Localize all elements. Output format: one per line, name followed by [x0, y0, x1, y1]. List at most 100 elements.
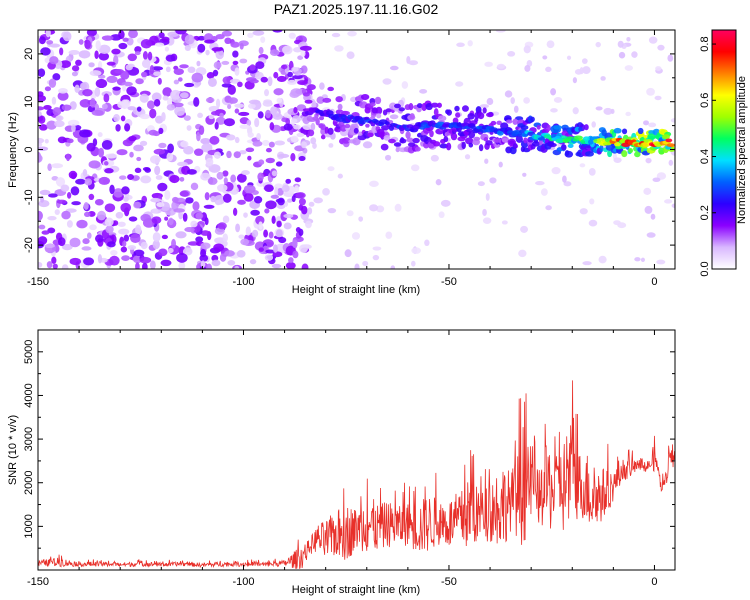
- heatmap-cell: [302, 124, 313, 130]
- heatmap-cell: [146, 100, 155, 110]
- heatmap-cell: [168, 217, 174, 226]
- heatmap-cell: [600, 76, 606, 81]
- heatmap-cell: [193, 148, 204, 156]
- x-tick-label: -150: [27, 276, 49, 288]
- heatmap-cell: [82, 238, 90, 245]
- heatmap-cell: [545, 205, 552, 211]
- heatmap-cell: [113, 188, 124, 198]
- heatmap-cell: [209, 135, 220, 145]
- heatmap-cell: [433, 141, 441, 147]
- heatmap-cell: [523, 97, 530, 104]
- heatmap-cell: [572, 77, 578, 84]
- heatmap-cell: [524, 65, 531, 72]
- heatmap-cell: [46, 120, 57, 130]
- heatmap-cell: [316, 96, 325, 104]
- heatmap-cell: [109, 184, 115, 195]
- heatmap-cell: [670, 118, 675, 123]
- heatmap-cell: [489, 177, 497, 184]
- heatmap-cell: [52, 107, 62, 116]
- heatmap-cell: [160, 259, 172, 267]
- heatmap-cell: [617, 40, 624, 48]
- heatmap-cell: [164, 216, 169, 221]
- heatmap-cell: [48, 78, 57, 88]
- heatmap-cell: [299, 45, 312, 51]
- heatmap-cell: [320, 124, 327, 131]
- heatmap-cell: [150, 197, 161, 203]
- heatmap-cell: [461, 141, 466, 150]
- heatmap-cell: [127, 106, 136, 111]
- heatmap-cell: [239, 124, 250, 129]
- heatmap-cell: [561, 144, 567, 151]
- heatmap-cell: [223, 118, 236, 127]
- heatmap-cell: [297, 55, 304, 60]
- heatmap-cell: [232, 50, 239, 58]
- heatmap-cell: [337, 103, 343, 111]
- heatmap-cell: [272, 244, 278, 253]
- colorbar-tick-label: 0.0: [699, 261, 711, 276]
- heatmap-cell: [133, 144, 144, 152]
- spectrogram-y-ticks: -20 -10 0 10 20: [23, 29, 675, 270]
- heatmap-cell: [265, 109, 272, 119]
- heatmap-cell: [276, 75, 287, 82]
- heatmap-cell: [288, 257, 294, 264]
- heatmap-cell: [223, 177, 228, 185]
- heatmap-cell: [439, 143, 449, 149]
- heatmap-cell: [553, 97, 563, 103]
- heatmap-cell: [129, 151, 134, 158]
- heatmap-cell: [254, 117, 260, 128]
- heatmap-cell: [603, 107, 613, 115]
- heatmap-cell: [142, 262, 148, 269]
- heatmap-cell: [312, 142, 317, 149]
- heatmap-cell: [288, 32, 296, 39]
- heatmap-cell: [563, 181, 572, 187]
- heatmap-cell: [197, 43, 206, 53]
- heatmap-cell: [148, 129, 158, 136]
- heatmap-cell: [277, 197, 285, 206]
- heatmap-cell: [285, 261, 296, 269]
- heatmap-cell: [268, 141, 275, 148]
- heatmap-cell: [38, 94, 46, 102]
- heatmap-cell: [505, 119, 513, 124]
- heatmap-cell: [610, 108, 615, 115]
- heatmap-cell: [414, 146, 421, 152]
- heatmap-cell: [222, 193, 232, 203]
- heatmap-cell: [133, 201, 142, 209]
- heatmap-cell: [158, 142, 167, 149]
- heatmap-cell: [222, 170, 229, 177]
- heatmap-cell: [89, 70, 102, 77]
- heatmap-cell: [127, 53, 138, 62]
- heatmap-cell: [182, 212, 188, 222]
- heatmap-cell: [112, 86, 121, 91]
- heatmap-cell: [230, 41, 240, 48]
- heatmap-cell: [384, 154, 392, 161]
- heatmap-cell: [296, 132, 305, 138]
- heatmap-cell: [161, 234, 168, 240]
- heatmap-cell: [123, 234, 130, 242]
- heatmap-cell: [295, 227, 301, 233]
- heatmap-cell: [38, 110, 42, 117]
- heatmap-cell: [117, 221, 126, 227]
- heatmap-cell: [180, 140, 189, 148]
- heatmap-cell: [61, 243, 73, 251]
- heatmap-cell: [232, 60, 239, 65]
- heatmap-cell: [430, 154, 439, 162]
- heatmap-cell: [310, 122, 316, 131]
- heatmap-cell: [271, 170, 278, 177]
- heatmap-cell: [518, 249, 527, 258]
- heatmap-cell: [227, 104, 232, 110]
- heatmap-cell: [219, 112, 224, 119]
- heatmap-cell: [167, 31, 180, 38]
- heatmap-cell: [149, 108, 157, 119]
- heatmap-cell: [61, 264, 69, 269]
- spectrogram-x-axis-label: Height of straight line (km): [292, 284, 420, 296]
- heatmap-cell: [268, 231, 274, 239]
- heatmap-cell: [154, 165, 161, 176]
- heatmap-cell: [88, 193, 95, 201]
- heatmap-cell: [178, 77, 183, 82]
- heatmap-cell: [55, 177, 66, 187]
- heatmap-cell: [652, 177, 661, 182]
- heatmap-cell: [179, 190, 189, 197]
- heatmap-cell: [84, 178, 93, 186]
- heatmap-cell: [300, 50, 306, 57]
